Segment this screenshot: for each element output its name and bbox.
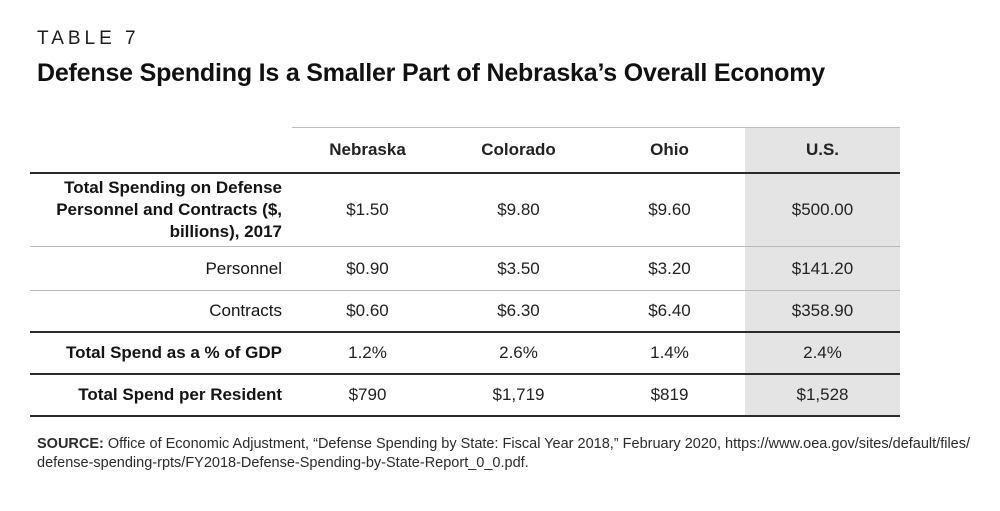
table-cell-us: $141.20 [745,246,900,291]
table-cell: $9.80 [443,172,594,247]
table-cell: $3.20 [594,246,745,291]
table-cell: $1.50 [292,172,443,247]
header-empty-cell [30,127,292,174]
row-label: Personnel [30,246,292,291]
source-note: SOURCE: Office of Economic Adjustment, “D… [37,435,972,473]
source-label: SOURCE: [37,435,104,452]
table-cell: $0.60 [292,290,443,333]
table-cell-us: 2.4% [745,331,900,375]
table-title: Defense Spending Is a Smaller Part of Ne… [37,59,825,87]
source-text-line2: defense-spending-rpts/FY2018-Defense-Spe… [37,454,529,471]
table-row-total-spending: Total Spending on Defense Personnel and … [30,172,900,247]
defense-spending-table: Nebraska Colorado Ohio U.S. Total Spendi… [30,127,900,417]
table-cell-us: $1,528 [745,373,900,417]
table-cell: $819 [594,373,745,417]
table-cell: $6.30 [443,290,594,333]
table-cell-us: $358.90 [745,290,900,333]
table-cell: 1.2% [292,331,443,375]
table-number-label: TABLE 7 [37,28,140,49]
table-row-pct-gdp: Total Spend as a % of GDP 1.2% 2.6% 1.4%… [30,331,900,375]
row-label: Total Spend as a % of GDP [30,331,292,375]
table-cell: $6.40 [594,290,745,333]
table-cell: $1,719 [443,373,594,417]
column-header-us: U.S. [745,127,900,174]
row-label: Total Spending on Defense Personnel and … [30,172,292,247]
column-header-ohio: Ohio [594,127,745,174]
header-row: Nebraska Colorado Ohio U.S. [30,127,900,174]
column-header-colorado: Colorado [443,127,594,174]
table-row-contracts: Contracts $0.60 $6.30 $6.40 $358.90 [30,290,900,333]
table-cell-us: $500.00 [745,172,900,247]
table-cell: $9.60 [594,172,745,247]
row-label: Total Spend per Resident [30,373,292,417]
source-text-line1: Office of Economic Adjustment, “Defense … [107,435,971,452]
table-row-personnel: Personnel $0.90 $3.50 $3.20 $141.20 [30,246,900,291]
table-cell: 2.6% [443,331,594,375]
row-label: Contracts [30,290,292,333]
table-cell: $3.50 [443,246,594,291]
table-cell: 1.4% [594,331,745,375]
table-cell: $0.90 [292,246,443,291]
column-header-nebraska: Nebraska [292,127,443,174]
table-row-per-resident: Total Spend per Resident $790 $1,719 $81… [30,373,900,417]
table-cell: $790 [292,373,443,417]
